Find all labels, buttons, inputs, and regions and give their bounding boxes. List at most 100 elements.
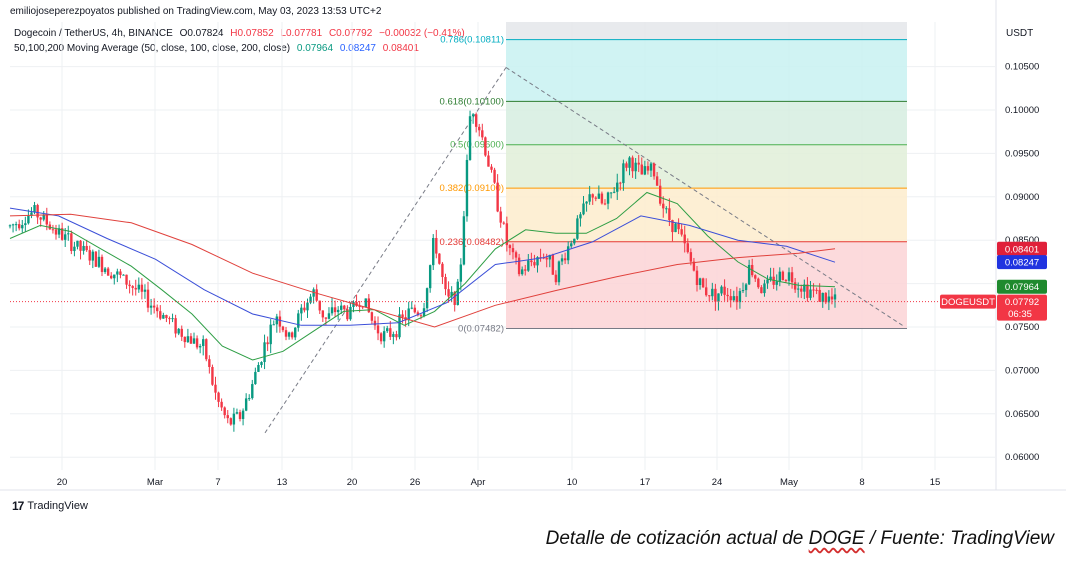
candle-body: [327, 313, 331, 319]
candle-body: [254, 371, 257, 385]
candle-body: [787, 272, 791, 281]
candle-body: [18, 224, 21, 229]
candle-body: [248, 398, 251, 400]
y-tick-label: 0.09500: [1005, 148, 1039, 159]
fib-zone: [506, 144, 907, 189]
candle-body: [67, 233, 70, 235]
candle-body: [576, 218, 579, 239]
candle-body: [309, 296, 312, 303]
candle-body: [214, 384, 217, 393]
candle-body: [530, 260, 533, 263]
symbol-legend: Dogecoin / TetherUS, 4h, BINANCE O0.0782…: [14, 28, 469, 39]
candle-body: [729, 296, 732, 301]
ma-indicator-label[interactable]: 50,100,200 Moving Average (50, close, 10…: [14, 43, 291, 54]
symbol-name[interactable]: Dogecoin / TetherUS, 4h, BINANCE: [14, 28, 173, 39]
candle-body: [484, 137, 487, 156]
candle-body: [465, 159, 469, 217]
candle-body: [677, 223, 680, 230]
candle-body: [306, 302, 309, 311]
candle-body: [398, 314, 401, 338]
price-chart[interactable]: 0.786(0.10811) 0.618(0.10100) 0.5(0.09600)…: [0, 0, 1066, 500]
candle-body: [508, 245, 512, 249]
y-tick-label: 0.07500: [1005, 322, 1039, 333]
candle-body: [137, 284, 141, 290]
candle-body: [349, 306, 352, 320]
candle-body: [217, 392, 220, 402]
candle-body: [606, 192, 610, 204]
candle-body: [336, 309, 340, 313]
candle-body: [79, 240, 82, 251]
candle-body: [566, 246, 570, 261]
symbol-price-tag-text: DOGEUSDT: [941, 297, 995, 308]
candle-body: [54, 229, 58, 235]
fib-zone: [506, 22, 907, 40]
candle-body: [655, 176, 659, 186]
candle-body: [585, 201, 588, 204]
candle-body: [91, 251, 95, 261]
candle-body: [333, 307, 337, 313]
candle-body: [481, 130, 484, 138]
candle-body: [809, 289, 812, 298]
candle-body: [401, 314, 404, 318]
candle-body: [195, 338, 199, 348]
x-tick-label: 26: [410, 477, 421, 488]
candle-body: [119, 271, 122, 275]
fib-label: 0.236(0.08482): [440, 237, 504, 248]
candle-body: [701, 278, 705, 288]
candle-body: [520, 269, 524, 275]
candle-body: [419, 315, 423, 317]
candle-body: [769, 276, 772, 280]
candle-body: [60, 228, 64, 240]
fib-label: 0(0.07482): [458, 324, 504, 335]
candle-body: [775, 281, 778, 285]
candle-body: [441, 263, 444, 278]
candle-body: [806, 284, 809, 298]
candle-body: [833, 294, 837, 300]
candle-body: [321, 310, 325, 318]
candle-body: [800, 288, 803, 292]
ohlc-low: L0.07781: [280, 28, 323, 39]
candle-body: [106, 268, 110, 276]
trend-line-down: [505, 67, 906, 328]
candle-body: [723, 286, 726, 295]
candle-body: [168, 318, 171, 320]
x-tick-label: Mar: [147, 477, 163, 488]
y-tick-label: 0.07000: [1005, 365, 1039, 376]
candle-body: [303, 307, 306, 311]
candle-body: [367, 298, 371, 313]
candle-body: [796, 288, 800, 290]
caption-ticker: DOGE: [808, 528, 865, 549]
candle-body: [502, 222, 505, 224]
candle-body: [211, 366, 214, 385]
candle-body: [741, 290, 745, 292]
candle-body: [152, 305, 156, 308]
candle-body: [312, 289, 315, 297]
candle-body: [208, 359, 211, 367]
symbol-price-tag: [940, 294, 996, 309]
candle-body: [131, 286, 134, 288]
ma100-value: 0.08247: [339, 43, 376, 54]
ma200-price-tag-text: 0.08401: [1005, 244, 1039, 255]
candle-body: [471, 114, 475, 117]
candle-body: [428, 265, 432, 289]
candle-body: [324, 317, 328, 319]
candle-body: [784, 280, 788, 282]
ma50-price-tag-text: 0.07964: [1005, 282, 1039, 293]
currency-label: USDT: [1006, 28, 1034, 39]
candle-body: [358, 306, 361, 308]
candle-body: [490, 166, 493, 170]
candle-body: [597, 193, 601, 199]
y-tick-label: 0.09000: [1005, 192, 1039, 203]
candle-body: [97, 256, 101, 267]
ma50-value: 0.07964: [296, 43, 334, 54]
candle-body: [352, 302, 355, 307]
candle-body: [468, 116, 472, 160]
candle-body: [156, 307, 159, 312]
candle-body: [116, 271, 119, 275]
y-tick-label: 0.06500: [1005, 409, 1039, 420]
candle-body: [628, 157, 631, 168]
candle-body: [39, 217, 42, 220]
candle-body: [57, 228, 61, 235]
x-tick-label: 10: [567, 477, 578, 488]
candle-body: [594, 197, 597, 199]
